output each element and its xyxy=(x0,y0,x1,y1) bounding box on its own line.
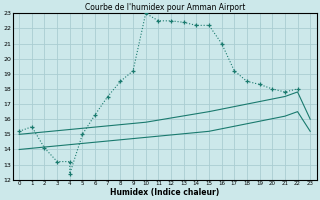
X-axis label: Humidex (Indice chaleur): Humidex (Indice chaleur) xyxy=(110,188,219,197)
Title: Courbe de l'humidex pour Amman Airport: Courbe de l'humidex pour Amman Airport xyxy=(84,3,245,12)
